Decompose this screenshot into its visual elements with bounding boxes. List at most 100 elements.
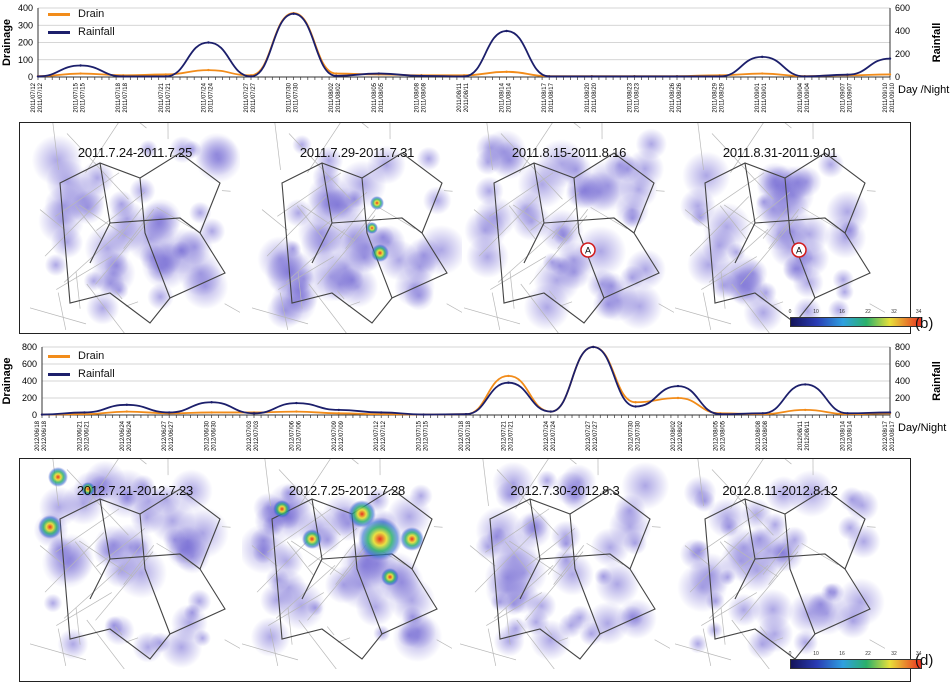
data-point-drain [164, 73, 167, 76]
data-point-drain [210, 411, 213, 414]
road-line [55, 508, 120, 553]
road-line [345, 209, 377, 249]
colorbar-tick: 0 [788, 309, 792, 315]
legend-rainfall-swatch [48, 30, 70, 34]
legend-rainfall-swatch [48, 372, 70, 376]
road-line [278, 256, 334, 290]
colorbar-tick: 0 [788, 651, 792, 657]
hotspot [400, 527, 424, 551]
road-line [701, 592, 757, 626]
road-line [702, 292, 712, 331]
legend-rainfall: Rainfall [48, 365, 115, 383]
legend-drain: Drain [48, 347, 115, 365]
road-line [491, 292, 501, 331]
road-line [730, 123, 764, 173]
road-line [443, 190, 453, 192]
density-blob [61, 482, 105, 526]
map-tile-label: 2011.8.15-2011.8.16 [511, 145, 627, 160]
road-line [44, 196, 105, 257]
density-blob [279, 483, 299, 503]
colorbar-b: 0 10 16 22 32 34 [788, 309, 922, 333]
density-blob [482, 129, 527, 175]
data-point-rainfall [252, 412, 256, 415]
colorbar-tick: 16 [839, 651, 845, 657]
x-tick-label: 2012/06/27 [162, 420, 168, 451]
density-blob [743, 525, 795, 577]
y-tick-left: 200 [22, 393, 37, 403]
data-point-rainfall [549, 410, 552, 413]
density-blob [44, 185, 84, 226]
density-blob [129, 177, 156, 204]
density-blob [504, 616, 528, 640]
road-line [308, 528, 358, 567]
density-blob [187, 589, 212, 614]
data-point-drain [888, 73, 892, 76]
density-blob [403, 280, 435, 311]
road-line [496, 469, 559, 536]
road-line [279, 292, 289, 331]
map-tile-b4: A 2011.8.31-2011.9.01 [675, 123, 885, 333]
density-blob [193, 629, 211, 647]
density-blob [80, 160, 115, 195]
data-point-rainfall [507, 381, 510, 384]
road-line [482, 459, 489, 507]
road-line [654, 639, 670, 649]
road-line [701, 256, 757, 290]
road-line [784, 123, 792, 129]
road-line [684, 209, 711, 231]
x-tick-label: 2012/07/09 [332, 420, 338, 451]
x-tick-label: 2012/07/12 [381, 420, 387, 451]
density-blob [536, 470, 558, 491]
map-svg [242, 459, 452, 669]
road-line [339, 207, 365, 239]
x-tick-label: 2011/08/26 [677, 82, 683, 112]
data-point-rainfall [210, 401, 213, 404]
data-point-rainfall [676, 384, 680, 388]
density-blob [594, 561, 640, 607]
road-line [347, 301, 361, 307]
road-line [573, 123, 581, 129]
data-point-rainfall [122, 75, 125, 78]
density-blob [43, 593, 63, 613]
road-line [39, 209, 66, 231]
y-tick-right: 0 [895, 72, 900, 82]
marker-label: A [585, 246, 591, 256]
road-line [268, 592, 324, 626]
road-line [770, 637, 784, 643]
x-tick-label: 2011/07/18 [123, 82, 129, 112]
x-tick-label: 2011/09/07 [840, 82, 846, 112]
x-tick-label: 2012/07/12 [374, 420, 380, 451]
density-blob [397, 622, 422, 648]
road-line [266, 196, 327, 257]
road-line [489, 172, 554, 217]
road-line [569, 459, 577, 465]
y-tick-left: 600 [22, 359, 37, 369]
map-tile-label: 2012.7.30-2012.8.3 [510, 483, 620, 498]
density-blob [620, 605, 644, 629]
road-line [224, 639, 240, 649]
x-tick-label: 2012/07/09 [339, 420, 345, 451]
x-tick-label: 2012/08/02 [678, 420, 684, 451]
data-point-rainfall [422, 413, 425, 416]
x-tick-label: 2011/07/12 [31, 82, 37, 112]
density-blob [327, 187, 366, 226]
road-line [464, 307, 521, 325]
road-line [335, 545, 367, 585]
density-blob [57, 628, 89, 660]
density-blob [727, 593, 761, 627]
x-tick-label: 2012/06/30 [212, 420, 218, 451]
road-line [307, 123, 341, 173]
series-line-rainfall [37, 12, 891, 78]
x-tick-label: 2012/07/06 [289, 420, 295, 451]
data-point-rainfall [888, 411, 892, 414]
x-tick-label: 2012/07/18 [459, 420, 465, 451]
x-tick-label: 2011/09/04 [805, 82, 811, 112]
road-line [551, 207, 577, 239]
density-blob [619, 170, 658, 209]
y-tick-right: 200 [895, 49, 910, 59]
density-blob [160, 626, 203, 669]
density-blob [783, 253, 814, 285]
x-tick-label: 2011/07/15 [81, 82, 87, 112]
x-axis-title: Day/Night [898, 422, 946, 434]
